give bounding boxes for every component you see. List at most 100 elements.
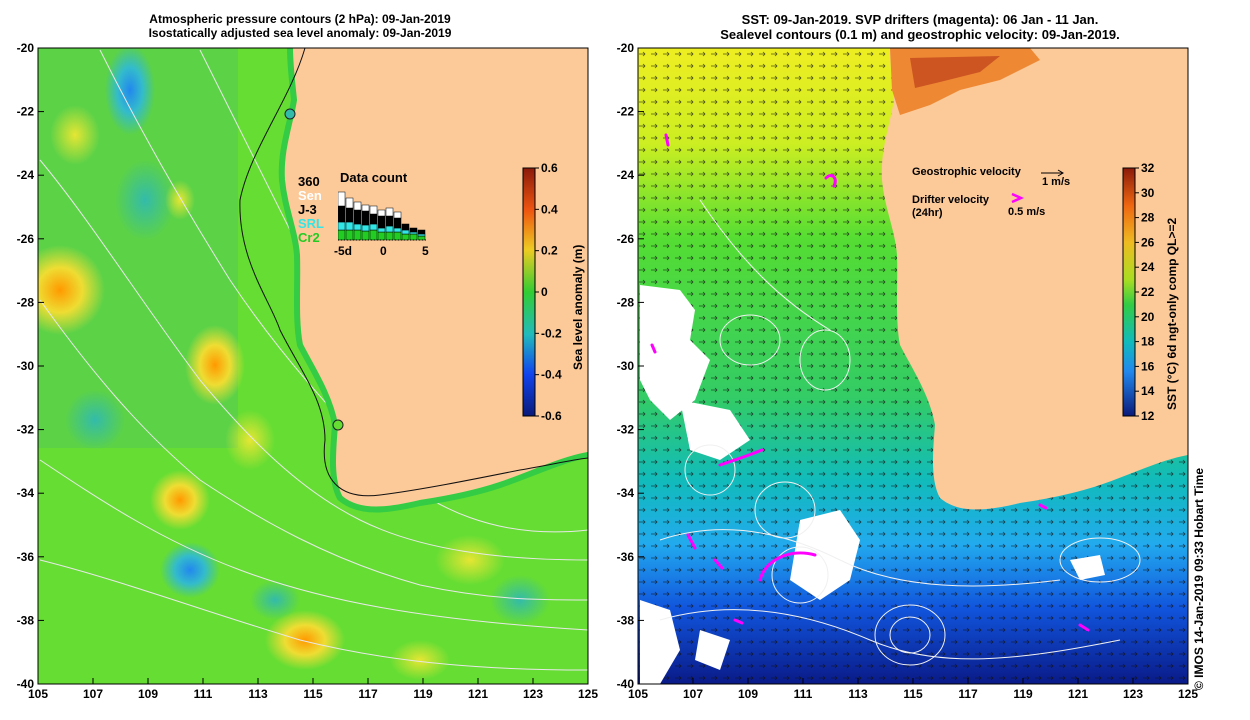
data-count-bar-segment: [377, 215, 386, 229]
data-count-bar-segment: [377, 231, 386, 241]
data-count-bar-segment: [369, 213, 378, 225]
inset-xtick-5: 5: [422, 244, 429, 258]
data-count-bar-segment: [401, 229, 410, 235]
colorbar-tick-label: 14: [1141, 384, 1155, 398]
data-count-bar-segment: [361, 230, 370, 241]
lon-label: 121: [1068, 687, 1088, 701]
geostrophic-arrow-icon: [1041, 169, 1064, 177]
data-count-inset: Data count 360 Sen J-3 SRL Cr2 -5d 0 5: [296, 168, 436, 263]
data-count-bar-segment: [417, 229, 426, 235]
data-count-bar-segment: [353, 209, 362, 225]
colorbar-tick-label: 26: [1141, 235, 1155, 249]
lat-label: -32: [617, 423, 635, 437]
satellite-label-sen: Sen: [298, 188, 322, 203]
geostrophic-scale: 1 m/s: [1042, 176, 1071, 188]
lat-label: -36: [17, 550, 35, 564]
colorbar-tick-label: 28: [1141, 211, 1155, 225]
colorbar-tick-label: 24: [1141, 260, 1155, 274]
colorbar-tick-label: 32: [1141, 161, 1155, 175]
data-count-bar-segment: [393, 231, 402, 241]
data-count-bar-segment: [353, 223, 362, 231]
colorbar-tick-label: 16: [1141, 359, 1155, 373]
lon-label: 109: [738, 687, 758, 701]
right-lat-ticks: -20 -22 -24 -26 -28 -30 -32 -34 -36 -38 -40: [617, 41, 644, 691]
sea-level-anomaly-map[interactable]: -20 -22 -24 -26 -28 -30 -32 -34 -36 -38 -40 105 107…: [0, 0, 600, 720]
data-count-bar-segment: [417, 233, 426, 237]
data-count-bar-segment: [417, 235, 426, 241]
data-count-bar-segment: [393, 217, 402, 229]
lat-label: -22: [17, 105, 35, 119]
colorbar-tick-label: 22: [1141, 285, 1155, 299]
right-lon-ticks: 105 107 109 111 113 115 117 119 121 123 125: [628, 678, 1198, 701]
data-count-bar-segment: [353, 201, 362, 211]
data-count-bar-segment: [401, 233, 410, 241]
lat-label: -30: [17, 359, 35, 373]
inset-title: Data count: [340, 170, 408, 185]
data-count-bar-segment: [345, 229, 354, 241]
lon-label: 125: [578, 687, 598, 701]
lon-label: 117: [358, 687, 378, 701]
lon-label: 107: [683, 687, 703, 701]
colorbar-tick-label: 18: [1141, 335, 1155, 349]
sst-map[interactable]: -20 -22 -24 -26 -28 -30 -32 -34 -36 -38 -40 105 107…: [600, 0, 1200, 720]
data-count-bar-segment: [345, 207, 354, 223]
data-count-bar-segment: [361, 210, 370, 226]
right-title: SST: 09-Jan-2019. SVP drifters (magenta)…: [640, 12, 1200, 42]
sea-level-colorbar-label: Sea level anomaly (m): [571, 244, 585, 370]
data-count-bar-segment: [345, 221, 354, 231]
colorbar-tick-label: -0.2: [541, 326, 562, 340]
inset-xtick-m5: -5d: [334, 244, 352, 258]
left-title: Atmospheric pressure contours (2 hPa): 0…: [60, 12, 540, 40]
lon-label: 117: [958, 687, 978, 701]
data-count-bar-segment: [393, 227, 402, 233]
drifter-label-line1: Drifter velocity: [912, 194, 990, 206]
sst-colorbar-label: SST (°C) 6d ngt-only comp QL>=2: [1165, 217, 1179, 410]
colorbar-tick-label: -0.6: [541, 409, 562, 423]
data-count-bar-segment: [361, 224, 370, 232]
lat-label: -32: [17, 423, 35, 437]
data-count-bar-segment: [338, 221, 346, 231]
lon-label: 123: [523, 687, 543, 701]
geostrophic-label: Geostrophic velocity: [912, 166, 1021, 178]
data-count-bar-segment: [393, 211, 402, 219]
drifter-label-line2: (24hr): [912, 207, 943, 219]
data-count-bar-segment: [338, 229, 346, 241]
satellite-label-cr2: Cr2: [298, 230, 320, 245]
data-count-bar-segment: [377, 227, 386, 233]
lat-label: -36: [617, 550, 635, 564]
left-title-line1: Atmospheric pressure contours (2 hPa): 0…: [149, 12, 451, 26]
data-count-bar-segment: [377, 209, 386, 217]
satellite-label-j3: J-3: [298, 202, 317, 217]
colorbar-tick-label: -0.4: [541, 368, 562, 382]
lat-label: -24: [17, 168, 35, 182]
inset-xtick-0: 0: [380, 244, 387, 258]
data-count-bar-segment: [409, 231, 418, 235]
data-count-bar-segment: [338, 191, 346, 207]
lat-label: -20: [617, 41, 635, 55]
lon-label: 121: [468, 687, 488, 701]
lat-label: -28: [17, 295, 35, 309]
satellite-label-srl: SRL: [298, 216, 324, 231]
lon-label: 115: [303, 687, 323, 701]
right-title-line1: SST: 09-Jan-2019. SVP drifters (magenta)…: [741, 12, 1099, 27]
lon-label: 105: [628, 687, 648, 701]
colorbar-tick-label: 20: [1141, 310, 1155, 324]
data-count-bars: [338, 191, 426, 241]
lon-label: 119: [1013, 687, 1033, 701]
data-count-bar-segment: [353, 229, 362, 241]
lon-label: 119: [413, 687, 433, 701]
colorbar-tick-label: 0.4: [541, 202, 558, 216]
drifter-arrow-icon: [1011, 192, 1024, 204]
lon-label: 115: [903, 687, 923, 701]
colorbar-tick-label: 0.6: [541, 161, 558, 175]
left-lat-ticks: -20 -22 -24 -26 -28 -30 -32 -34 -36 -38 -40: [17, 41, 44, 691]
data-count-bar-segment: [338, 205, 346, 223]
data-count-bar-segment: [369, 205, 378, 215]
data-count-bar-segment: [385, 231, 394, 241]
data-count-bar-segment: [401, 223, 410, 231]
velocity-legend: Geostrophic velocity 1 m/s Drifter veloc…: [912, 166, 1092, 226]
data-count-bar-segment: [369, 229, 378, 241]
data-count-bar-segment: [385, 225, 394, 233]
data-count-bar-segment: [409, 227, 418, 233]
data-count-bar-segment: [361, 204, 370, 212]
